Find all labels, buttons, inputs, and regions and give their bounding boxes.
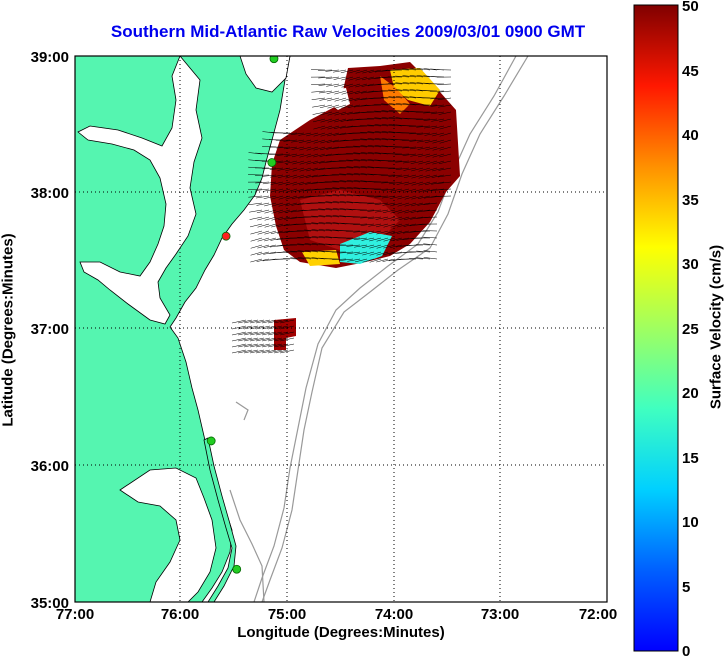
colorbar-tick-label: 45 <box>682 63 699 80</box>
colorbar-tick-label: 0 <box>682 643 690 659</box>
radar-stations <box>206 56 279 574</box>
grid-lines <box>75 56 607 602</box>
albemarle-sound <box>119 467 217 602</box>
x-tick-label: 77:00 <box>56 606 94 623</box>
y-tick-label: 38:00 <box>31 185 69 202</box>
chesapeake-bay <box>77 56 203 325</box>
colorbar-tick-label: 30 <box>682 256 699 273</box>
delaware-bay <box>239 56 291 93</box>
x-tick-labels: 77:00 76:00 75:00 74:00 73:00 72:00 <box>56 606 617 623</box>
x-tick-label: 75:00 <box>268 606 306 623</box>
velocity-vectors <box>231 68 452 354</box>
colorbar-tick-label: 5 <box>682 579 690 596</box>
colorbar-tick-label: 50 <box>682 0 699 15</box>
colorbar-tick-label: 10 <box>682 514 699 531</box>
colorbar-tick-label: 15 <box>682 450 699 467</box>
outer-banks <box>203 437 237 602</box>
map-title: Southern Mid-Atlantic Raw Velocities 200… <box>110 22 586 41</box>
x-tick-label: 72:00 <box>579 606 617 623</box>
plot-frame <box>74 55 608 603</box>
y-tick-labels: 39:00 38:00 37:00 36:00 35:00 <box>31 49 69 612</box>
y-tick-label: 39:00 <box>31 49 69 66</box>
colorbar <box>633 4 679 652</box>
station-marker <box>269 56 279 64</box>
x-tick-label: 74:00 <box>375 606 413 623</box>
y-tick-label: 36:00 <box>31 458 69 475</box>
colorbar-tick-label: 35 <box>682 192 699 209</box>
x-tick-label: 73:00 <box>481 606 519 623</box>
station-marker <box>221 231 231 241</box>
colorbar-tick-label: 25 <box>682 321 699 338</box>
y-tick-label: 37:00 <box>31 321 69 338</box>
land-mass <box>75 56 291 602</box>
station-marker <box>206 436 216 446</box>
y-tick-label: 35:00 <box>31 595 69 612</box>
x-tick-label: 76:00 <box>161 606 199 623</box>
colorbar-tick-labels: 50 45 40 35 30 25 20 15 10 5 0 <box>682 0 699 659</box>
station-marker <box>267 158 277 167</box>
x-axis-label: Longitude (Degrees:Minutes) <box>237 624 445 641</box>
colorbar-tick-label: 40 <box>682 127 699 144</box>
station-marker <box>232 564 242 574</box>
colorbar-tick-label: 20 <box>682 385 699 402</box>
